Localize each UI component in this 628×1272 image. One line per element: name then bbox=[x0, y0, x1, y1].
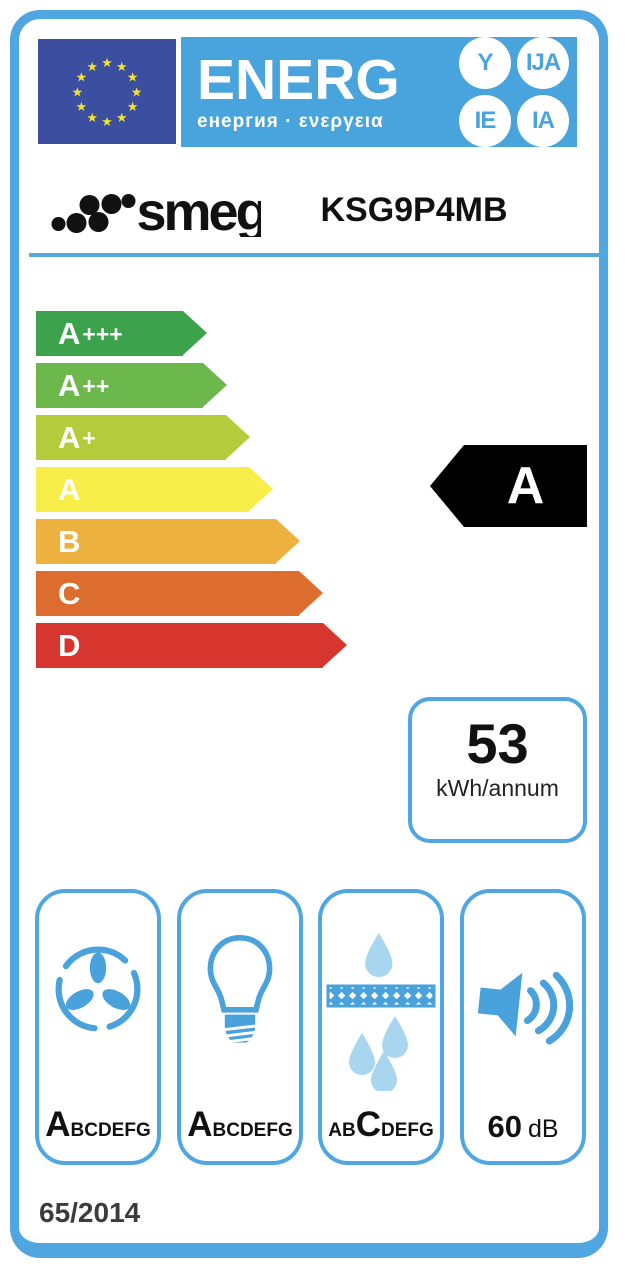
suffix-circle-y: Y bbox=[459, 37, 511, 89]
svg-text:★: ★ bbox=[116, 111, 127, 126]
fan-class-rest: BCDEFG bbox=[70, 1120, 151, 1141]
energy-label: ★ ★ ★ ★ ★ ★ ★ ★ ★ ★ ★ ★ ENERG енергия · ενεργεια… bbox=[10, 10, 608, 1258]
noise-level-box: 60 dB bbox=[460, 889, 586, 1165]
fan-icon bbox=[39, 941, 157, 1037]
selected-class-arrow-body: A bbox=[464, 445, 587, 527]
svg-text:★: ★ bbox=[86, 111, 97, 126]
svg-text:★: ★ bbox=[86, 60, 97, 75]
header-divider bbox=[29, 253, 601, 257]
suffix-circle-ie: IE bbox=[459, 95, 511, 147]
energ-main-text: ENERG bbox=[197, 48, 400, 112]
noise-level-value: 60 dB bbox=[464, 1109, 582, 1145]
svg-text:★: ★ bbox=[101, 115, 112, 130]
grease-class-rest: DEFG bbox=[380, 1120, 434, 1141]
svg-text:★: ★ bbox=[101, 56, 112, 71]
energ-header: ENERG енергия · ενεργεια Y IJA IE IA bbox=[181, 37, 577, 147]
brand-logo: smeg bbox=[46, 181, 269, 242]
selected-class-letter: A bbox=[506, 457, 545, 515]
model-number: KSG9P4MB bbox=[320, 191, 508, 229]
rating-arrow-A++: A ++ bbox=[36, 363, 347, 408]
eu-flag: ★ ★ ★ ★ ★ ★ ★ ★ ★ ★ ★ ★ bbox=[38, 39, 176, 144]
suffix-circle-ia: IA bbox=[517, 95, 569, 147]
brand-name-text: smeg bbox=[137, 182, 262, 237]
eu-flag-stars-icon: ★ ★★ ★★★ ★★★ ★★★ bbox=[72, 56, 143, 130]
grease-filtering-box: ABCDEFG bbox=[318, 889, 444, 1165]
grease-class-letter: C bbox=[355, 1105, 381, 1144]
selected-class-arrow: A bbox=[430, 445, 587, 527]
rating-arrow-B: B bbox=[36, 519, 347, 564]
svg-text:★: ★ bbox=[76, 100, 87, 115]
speaker-icon bbox=[464, 959, 582, 1051]
energy-consumption-unit: kWh/annum bbox=[436, 775, 559, 801]
rating-arrow-A+: A + bbox=[36, 415, 347, 460]
svg-text:★: ★ bbox=[72, 85, 83, 100]
rating-arrow-A+++: A +++ bbox=[36, 311, 347, 356]
svg-text:★: ★ bbox=[127, 100, 138, 115]
grease-filtering-class: ABCDEFG bbox=[322, 1105, 440, 1145]
fan-class-letter: A bbox=[45, 1105, 71, 1144]
noise-value: 60 bbox=[487, 1109, 522, 1144]
lightbulb-icon bbox=[181, 931, 299, 1055]
lighting-efficiency-box: ABCDEFG bbox=[177, 889, 303, 1165]
svg-text:★: ★ bbox=[127, 71, 138, 86]
rating-arrow-C: C bbox=[36, 571, 347, 616]
fan-efficiency-class: ABCDEFG bbox=[39, 1105, 157, 1145]
lighting-class-rest: BCDEFG bbox=[212, 1120, 293, 1141]
lighting-efficiency-class: ABCDEFG bbox=[181, 1105, 299, 1145]
energ-wordmark: ENERG енергия · ενεργεια bbox=[181, 51, 400, 133]
rating-arrow-D: D bbox=[36, 623, 347, 668]
svg-text:★: ★ bbox=[76, 71, 87, 86]
suffix-circle-ija: IJA bbox=[517, 37, 569, 89]
noise-unit: dB bbox=[527, 1115, 559, 1143]
energ-subtitle-text: енергия · ενεργεια bbox=[197, 111, 384, 132]
svg-text:★: ★ bbox=[131, 85, 142, 100]
grease-class-pre: AB bbox=[328, 1120, 356, 1141]
rating-scale: A +++ A ++ A + A B C D bbox=[36, 311, 347, 668]
regulation-number: 65/2014 bbox=[39, 1197, 141, 1228]
energy-consumption-value: 53 bbox=[466, 712, 529, 775]
energy-consumption-box: 53 kWh/annum bbox=[408, 697, 587, 843]
rating-arrow-A: A bbox=[36, 467, 347, 512]
lighting-class-letter: A bbox=[187, 1105, 213, 1144]
svg-text:★: ★ bbox=[116, 60, 127, 75]
selected-class-arrow-tip bbox=[430, 445, 464, 527]
fan-efficiency-box: ABCDEFG bbox=[35, 889, 161, 1165]
grease-filter-icon bbox=[322, 931, 440, 1091]
energ-language-suffixes: Y IJA IE IA bbox=[459, 37, 569, 147]
